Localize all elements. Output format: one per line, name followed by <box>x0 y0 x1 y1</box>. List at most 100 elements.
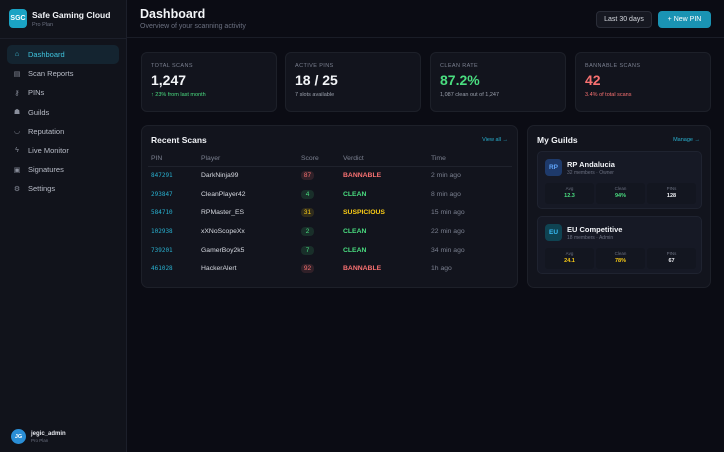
guild-stat-label: Avg <box>565 251 574 256</box>
score-cell: 31 <box>298 203 340 222</box>
scan-time: 34 min ago <box>431 246 465 254</box>
sidebar-item-live-monitor[interactable]: ϟ Live Monitor <box>7 141 119 160</box>
pin-link[interactable]: 461028 <box>151 265 173 273</box>
guild-stat-label: PINs <box>666 186 677 191</box>
new-pin-button[interactable]: + New PIN <box>658 11 711 28</box>
document-icon: ▤ <box>13 70 21 78</box>
verdict-label: SUSPICIOUS <box>343 209 385 217</box>
player-name: HackerAlert <box>201 265 237 273</box>
users-icon: ☗ <box>13 109 21 117</box>
score-badge: 4 <box>301 189 314 199</box>
sidebar-item-label: Settings <box>28 184 56 194</box>
user-plan: Pro Plan <box>31 437 49 443</box>
page-subtitle: Overview of your scanning activity <box>140 23 246 30</box>
score-badge: 7 <box>301 245 314 255</box>
pin-link[interactable]: 293847 <box>151 190 173 198</box>
verdict-label: CLEAN <box>343 190 367 198</box>
score-cell: 2 <box>298 222 340 241</box>
bolt-icon: ϟ <box>15 146 19 154</box>
brand-logo: SGC <box>9 9 27 28</box>
sidebar-item-pins[interactable]: ⚷ PINs <box>7 83 119 102</box>
scan-time: 2 min ago <box>431 172 461 180</box>
verdict-label: CLEAN <box>343 227 367 235</box>
sidebar-item-guilds[interactable]: ☗ Guilds <box>7 103 119 122</box>
smile-icon: ◡ <box>13 128 21 136</box>
table-row[interactable]: 739201 GamerBoy2k5 7 CLEAN 34 min ago <box>148 241 512 260</box>
stat-value: 87.2% <box>440 72 480 88</box>
pin-link[interactable]: 102938 <box>151 227 173 235</box>
recent-scans-title: Recent Scans <box>151 135 207 145</box>
score-badge: 87 <box>301 171 314 181</box>
guild-stat-label: PINs <box>666 251 677 256</box>
column-header: Score <box>298 152 340 167</box>
table-row[interactable]: 584710 RPMaster_ES 31 SUSPICIOUS 15 min ago <box>148 203 512 222</box>
guild-stat-label: Clean <box>614 251 627 256</box>
guild-stat-label: Clean <box>614 186 627 191</box>
stat-label: CLEAN RATE <box>440 63 479 69</box>
divider <box>0 38 127 39</box>
scan-time: 15 min ago <box>431 209 465 217</box>
my-guilds-title: My Guilds <box>537 135 578 145</box>
stat-card: BANNABLE SCANS 42 3.4% of total scans <box>575 52 711 112</box>
guild-stat-avg: Avg 12.3 <box>545 183 594 204</box>
view-all-link[interactable]: View all → <box>482 137 508 143</box>
sidebar-item-settings[interactable]: ⚙ Settings <box>7 179 119 198</box>
sidebar-item-scan-reports[interactable]: ▤ Scan Reports <box>7 64 119 83</box>
sidebar-item-dashboard[interactable]: ⌂ Dashboard <box>7 45 119 64</box>
score-badge: 92 <box>301 264 314 274</box>
pin-link[interactable]: 847291 <box>151 172 173 180</box>
sidebar-item-reputation[interactable]: ◡ Reputation <box>7 122 119 141</box>
guild-stat-pins: PINs 128 <box>647 183 696 204</box>
table-row[interactable]: 461028 HackerAlert 92 BANNABLE 1h ago <box>148 259 512 278</box>
brand-plan: Pro Plan <box>32 21 54 28</box>
signature-icon: ▣ <box>13 166 21 174</box>
sidebar-item-label: Signatures <box>28 165 64 175</box>
guild-card[interactable]: EU EU Competitive 18 members · Admin Avg 24.… <box>537 216 702 274</box>
gear-icon: ⚙ <box>13 185 21 193</box>
guild-stat-value: 67 <box>668 258 675 264</box>
stat-card: ACTIVE PINS 18 / 25 7 slots available <box>285 52 421 112</box>
recent-scans-card: Recent Scans View all → PIN Player Score Ve… <box>141 125 518 288</box>
guild-stat-value: 78% <box>614 258 626 264</box>
score-badge: 2 <box>301 226 314 236</box>
guild-stats: Avg 12.3 Clean 94% PINs 128 <box>545 183 696 204</box>
sidebar-item-label: Live Monitor <box>28 145 69 155</box>
stat-label: BANNABLE SCANS <box>585 63 641 69</box>
guild-stat-clean: Clean 78% <box>596 248 645 269</box>
guild-meta: 32 members · Owner <box>567 170 614 176</box>
user-profile[interactable]: JG jegic_admin Pro Plan <box>11 429 66 444</box>
table-row[interactable]: 847291 DarkNinja99 87 BANNABLE 2 min ago <box>148 166 512 185</box>
pin-link[interactable]: 739201 <box>151 246 173 254</box>
column-header: Player <box>198 152 298 167</box>
stat-note: 7 slots available <box>295 92 335 98</box>
stat-note: 3.4% of total scans <box>585 92 632 98</box>
guild-card[interactable]: RP RP Andalucia 32 members · Owner Avg 12.3 C… <box>537 151 702 209</box>
guild-stat-value: 94% <box>614 193 626 199</box>
page-title: Dashboard <box>140 7 206 21</box>
stat-value: 42 <box>585 72 601 88</box>
column-header: PIN <box>148 152 198 167</box>
brand-name: Safe Gaming Cloud <box>32 9 111 20</box>
sidebar-item-label: PINs <box>28 88 45 98</box>
guild-stat-avg: Avg 24.1 <box>545 248 594 269</box>
table-row[interactable]: 102938 xXNoScopeXx 2 CLEAN 22 min ago <box>148 222 512 241</box>
sidebar-nav: ⌂ Dashboard ▤ Scan Reports ⚷ PINs ☗ Guilds ◡ Repu… <box>7 45 119 199</box>
stat-note: ↑ 23% from last month <box>151 92 206 98</box>
table-row[interactable]: 293847 CleanPlayer42 4 CLEAN 8 min ago <box>148 185 512 204</box>
score-cell: 7 <box>298 241 340 260</box>
guild-avatar: EU <box>545 224 562 241</box>
date-range-button[interactable]: Last 30 days <box>596 11 652 28</box>
score-cell: 87 <box>298 166 340 185</box>
player-name: RPMaster_ES <box>201 209 245 217</box>
pin-link[interactable]: 584710 <box>151 209 173 217</box>
sidebar-item-signatures[interactable]: ▣ Signatures <box>7 160 119 179</box>
recent-scans-table: PIN Player Score Verdict Time 847291 DarkNinj… <box>148 152 512 278</box>
guild-stats: Avg 24.1 Clean 78% PINs 67 <box>545 248 696 269</box>
manage-guilds-link[interactable]: Manage → <box>673 137 700 143</box>
guild-stat-pins: PINs 67 <box>647 248 696 269</box>
sidebar-item-label: Reputation <box>28 126 65 136</box>
sidebar-item-label: Dashboard <box>28 50 65 59</box>
brand[interactable]: SGC Safe Gaming Cloud Pro Plan <box>9 9 110 28</box>
guild-stat-value: 128 <box>666 193 677 199</box>
stat-label: ACTIVE PINS <box>295 63 334 69</box>
